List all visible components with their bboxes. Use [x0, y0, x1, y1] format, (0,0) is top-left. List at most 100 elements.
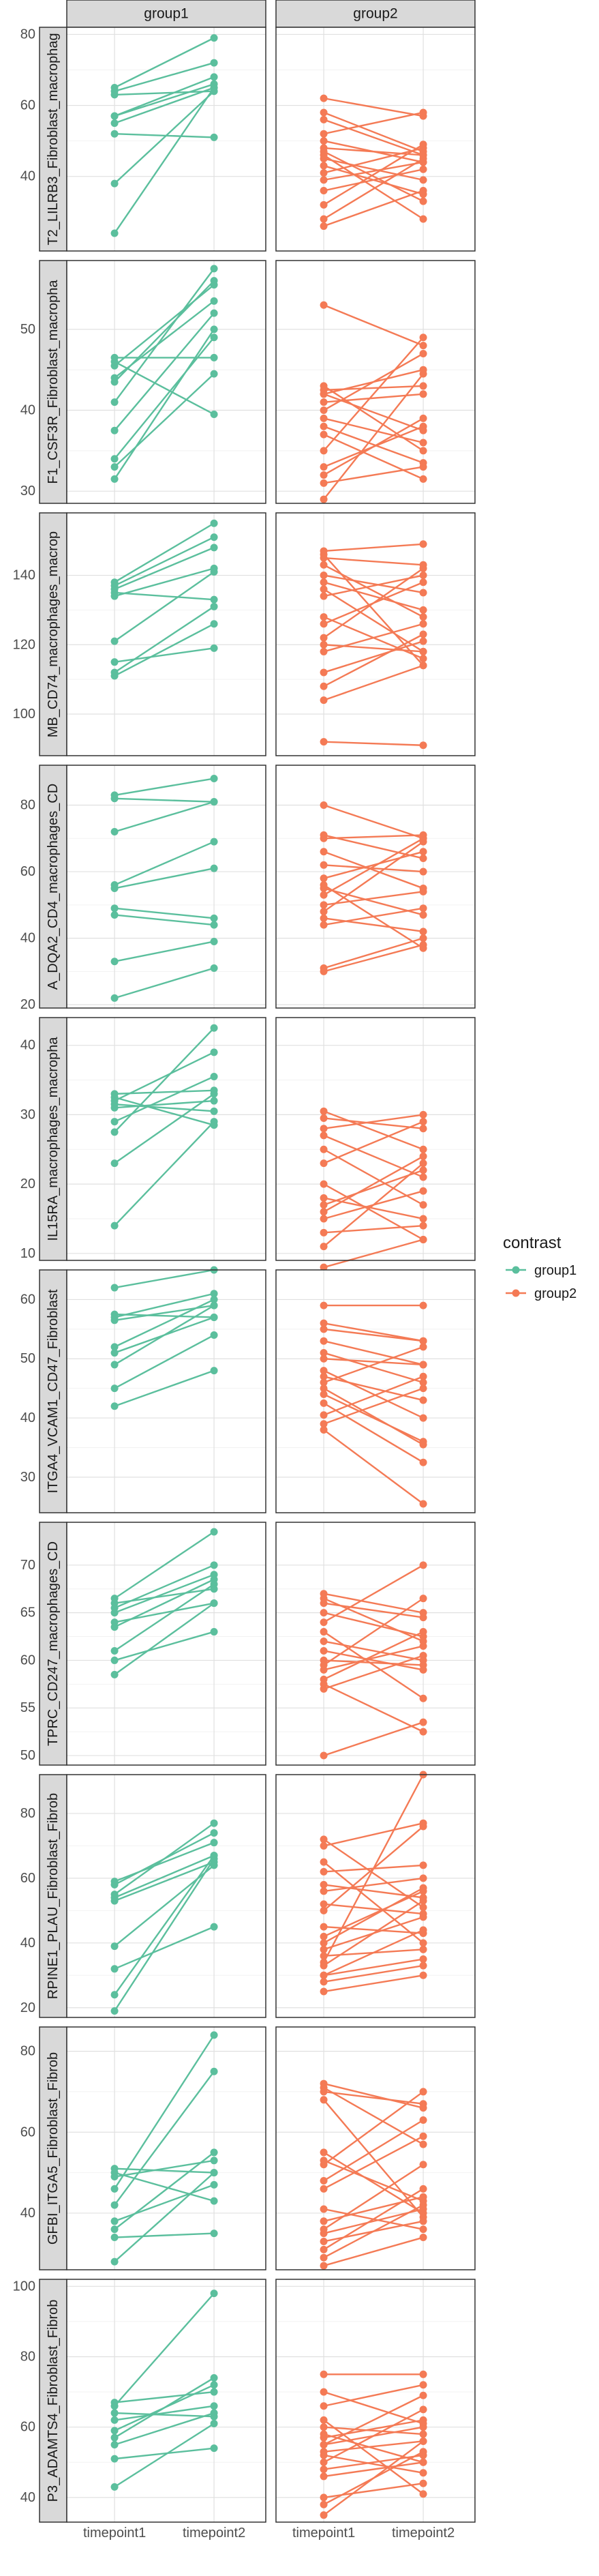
y-tick-label: 30 [20, 1470, 35, 1485]
subject-line [323, 1376, 424, 1416]
point-timepoint1 [320, 2205, 328, 2213]
point-timepoint1 [320, 1906, 328, 1914]
panel-background [276, 2279, 475, 2522]
subject-line [323, 633, 424, 687]
panel-border [66, 765, 266, 1009]
subject-line [323, 574, 424, 597]
point-timepoint2 [419, 1222, 427, 1230]
point-timepoint1 [110, 904, 119, 913]
x-tick-label-timepoint2: timepoint2 [392, 2526, 455, 2541]
subject-line [323, 2208, 424, 2234]
subject-line [114, 1925, 215, 1970]
point-timepoint2 [210, 1923, 218, 1931]
point-timepoint1 [110, 578, 119, 587]
row-strip [39, 27, 67, 252]
subject-line [323, 1890, 424, 1938]
subject-line [324, 1949, 424, 1957]
point-timepoint2 [419, 2213, 427, 2221]
point-timepoint1 [320, 874, 328, 883]
point-timepoint1 [110, 119, 119, 128]
panel-background [67, 513, 266, 756]
y-tick-label: 50 [20, 322, 35, 337]
point-timepoint1 [110, 1385, 119, 1393]
point-timepoint2 [419, 190, 427, 198]
point-timepoint1 [110, 455, 119, 463]
y-tick-label: 10 [20, 1246, 35, 1261]
subject-line [114, 1292, 215, 1318]
point-timepoint1 [320, 1971, 328, 1979]
subject-line [114, 623, 215, 677]
subject-line [323, 1183, 424, 1241]
subject-line [323, 111, 424, 135]
point-timepoint2 [419, 655, 427, 663]
point-timepoint2 [419, 459, 427, 467]
point-timepoint2 [419, 589, 427, 597]
point-timepoint2 [210, 1121, 218, 1129]
point-timepoint1 [320, 215, 328, 223]
point-timepoint2 [419, 2430, 427, 2438]
subject-line [114, 914, 215, 926]
point-timepoint1 [320, 430, 328, 439]
point-timepoint1 [320, 1372, 328, 1380]
y-tick-label: 20 [20, 1176, 35, 1191]
point-timepoint1 [320, 1958, 328, 1966]
subject-line [323, 1612, 424, 1638]
subject-line [324, 1864, 424, 1873]
point-timepoint2 [419, 1910, 427, 1918]
panel-background [276, 513, 475, 756]
point-timepoint1 [110, 1656, 119, 1664]
point-timepoint2 [210, 1097, 218, 1105]
point-timepoint2 [210, 1852, 218, 1860]
subject-line [114, 801, 215, 833]
subject-line [114, 1313, 215, 1318]
subject-line [323, 1631, 424, 1681]
point-timepoint2 [210, 2148, 218, 2157]
point-timepoint1 [110, 2225, 119, 2234]
point-timepoint2 [419, 1939, 427, 1947]
subject-line [323, 190, 424, 227]
point-timepoint2 [419, 1651, 427, 1659]
point-timepoint2 [419, 215, 427, 223]
point-timepoint2 [419, 1361, 427, 1369]
point-timepoint2 [419, 1887, 427, 1895]
point-timepoint1 [110, 398, 119, 406]
point-timepoint1 [320, 1595, 328, 1603]
subject-line [323, 1376, 424, 1402]
point-timepoint2 [419, 1440, 427, 1449]
panel-background [67, 1270, 266, 1513]
row-strip-label: IL15RA_macrophages_macropha [46, 1037, 61, 1241]
series-group1 [110, 1819, 218, 2015]
subject-line [323, 1134, 424, 1179]
point-timepoint1 [320, 1880, 328, 1889]
subject-line [323, 2395, 424, 2446]
point-timepoint1 [320, 1618, 328, 1627]
subject-line [323, 1387, 424, 1446]
subject-line [323, 574, 424, 594]
y-tick-label: 50 [20, 1351, 35, 1366]
row-strip-label: T2_LILRB3_Fibroblast_macrophag [46, 33, 61, 245]
subject-line [114, 1832, 215, 1886]
point-timepoint2 [210, 80, 218, 88]
subject-line [114, 312, 215, 431]
subject-line [114, 1573, 215, 1614]
point-timepoint1 [320, 1228, 328, 1237]
point-timepoint2 [419, 1961, 427, 1970]
point-timepoint1 [320, 94, 328, 102]
point-timepoint1 [320, 696, 328, 705]
point-timepoint1 [320, 398, 328, 406]
point-timepoint2 [210, 281, 218, 289]
point-timepoint2 [210, 798, 218, 806]
point-timepoint1 [320, 1675, 328, 1683]
point-timepoint2 [419, 1118, 427, 1126]
point-timepoint2 [210, 2067, 218, 2075]
subject-line [114, 361, 215, 415]
point-timepoint2 [210, 1858, 218, 1866]
subject-line [323, 426, 424, 468]
point-timepoint1 [320, 1420, 328, 1428]
point-timepoint1 [110, 1361, 119, 1369]
subject-line [324, 1358, 424, 1366]
point-timepoint1 [110, 1128, 119, 1136]
panel-background [67, 1018, 266, 1260]
subject-line [323, 2082, 424, 2109]
point-timepoint2 [419, 1638, 427, 1646]
